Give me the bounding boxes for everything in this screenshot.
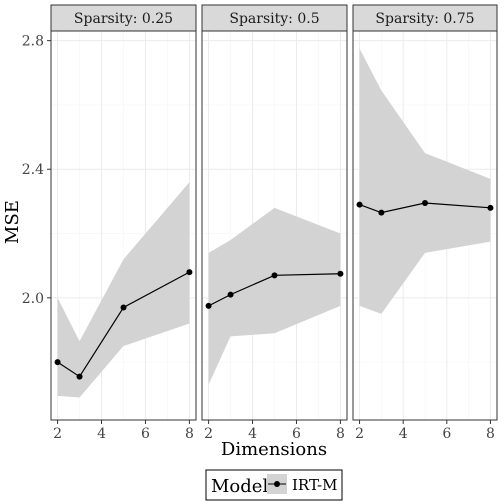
data-point xyxy=(120,304,127,311)
x-tick-label: 6 xyxy=(141,426,150,442)
confidence-ribbon xyxy=(57,182,190,398)
x-tick-label: 4 xyxy=(248,426,257,442)
x-tick-label: 2 xyxy=(204,426,213,442)
x-tick-label: 8 xyxy=(486,426,495,442)
y-tick-label: 2.4 xyxy=(22,162,44,178)
data-point xyxy=(337,270,344,277)
legend: Model IRT-M xyxy=(205,469,343,501)
x-tick-label: 2 xyxy=(53,426,62,442)
legend-title: Model xyxy=(211,476,268,497)
data-point xyxy=(356,201,363,208)
data-point xyxy=(271,272,278,279)
facet-strip xyxy=(201,4,348,32)
data-point xyxy=(76,373,83,380)
facet-panel: Sparsity: 0.25 2 4 6 8 xyxy=(50,4,197,442)
facet-panel: Sparsity: 0.5 2 4 6 8 xyxy=(201,4,348,442)
x-tick-label: 4 xyxy=(399,426,408,442)
data-point xyxy=(378,209,385,216)
legend-key-point xyxy=(274,481,280,487)
series-line xyxy=(57,271,190,378)
data-point xyxy=(422,199,428,206)
data-point xyxy=(54,359,61,366)
facet-strip-label: Sparsity: 0.5 xyxy=(229,11,319,27)
x-tick-label: 8 xyxy=(336,426,345,442)
x-tick-label: 4 xyxy=(97,426,106,442)
x-tick-label: 6 xyxy=(292,426,301,442)
data-point xyxy=(487,204,494,211)
confidence-ribbon xyxy=(359,48,491,314)
y-axis: 2.0 2.4 2.8 xyxy=(22,34,51,307)
x-tick-label: 2 xyxy=(355,426,364,442)
y-tick-label: 2.8 xyxy=(22,34,44,50)
x-tick-label: 8 xyxy=(185,426,194,442)
facet-panel: Sparsity: 0.75 2 4 6 8 xyxy=(352,4,498,442)
confidence-ribbon xyxy=(208,207,341,385)
facet-strip-label: Sparsity: 0.25 xyxy=(74,11,173,27)
x-axis-title: Dimensions xyxy=(221,439,327,460)
data-point xyxy=(227,291,234,298)
facet-strip xyxy=(50,4,197,32)
y-axis-title: MSE xyxy=(2,200,23,244)
y-tick-label: 2.0 xyxy=(22,291,44,307)
data-point xyxy=(205,302,212,309)
data-point xyxy=(186,269,193,276)
x-tick-label: 6 xyxy=(442,426,451,442)
legend-entry-label: IRT-M xyxy=(292,476,337,494)
series-line xyxy=(208,273,341,307)
facet-strip xyxy=(352,4,498,32)
series-line xyxy=(359,202,491,214)
facet-strip-label: Sparsity: 0.75 xyxy=(375,11,474,27)
